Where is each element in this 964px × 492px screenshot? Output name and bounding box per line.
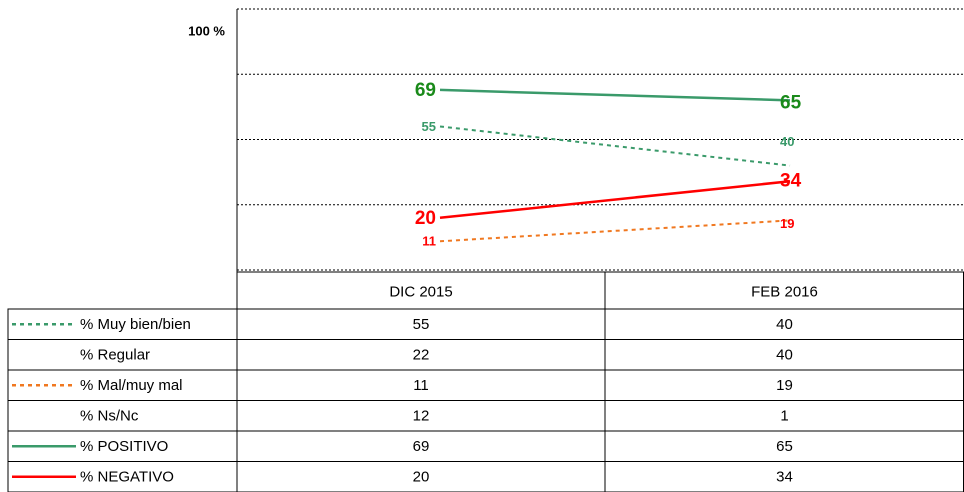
table-row — [7, 339, 964, 371]
legend-label: % NEGATIVO — [80, 469, 174, 486]
x-tick-label: DIC 2015 — [389, 283, 452, 300]
data-label: 20 — [415, 208, 436, 229]
series-line — [439, 88, 791, 102]
table-value: 55 — [413, 316, 430, 333]
data-label: 40 — [780, 134, 794, 149]
table-row — [7, 400, 964, 432]
table-value: 20 — [413, 469, 430, 486]
x-tick-label: FEB 2016 — [751, 283, 818, 300]
series-line — [439, 219, 791, 243]
y-tick-label: 100 % — [188, 23, 225, 38]
table-value: 12 — [413, 408, 430, 425]
data-label: 34 — [780, 170, 802, 191]
table-header-frame — [236, 271, 964, 310]
table-value: 40 — [776, 347, 793, 364]
legend-label: % Muy bien/bien — [80, 316, 191, 333]
table-value: 65 — [776, 438, 793, 455]
legend-label: % Mal/muy mal — [80, 377, 183, 394]
table-value: 34 — [776, 469, 793, 486]
data-label: 19 — [780, 216, 794, 231]
table-value: 19 — [776, 377, 793, 394]
table-value: 11 — [413, 377, 429, 394]
data-label: 69 — [415, 80, 436, 101]
table-value: 22 — [413, 347, 430, 364]
legend-label: % POSITIVO — [80, 438, 168, 455]
legend-label: % Regular — [80, 347, 150, 364]
series-line — [439, 180, 791, 220]
series-line — [439, 125, 791, 167]
data-label: 11 — [422, 234, 436, 249]
data-label: 65 — [780, 92, 802, 113]
table-value: 40 — [776, 316, 793, 333]
legend-label: % Ns/Nc — [80, 408, 139, 425]
table-value: 1 — [780, 408, 788, 425]
table-value: 69 — [413, 438, 430, 455]
data-label: 55 — [422, 119, 436, 134]
